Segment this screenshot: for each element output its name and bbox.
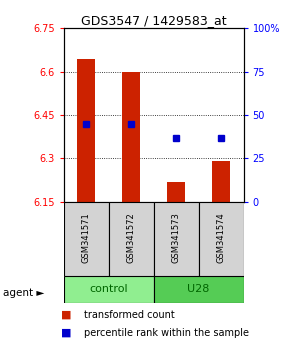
Text: ■: ■ [61,310,71,320]
Bar [122,72,140,202]
Text: control: control [89,284,128,295]
Bar [167,182,185,202]
Text: GSM341572: GSM341572 [127,212,136,263]
Bar [64,276,154,303]
Bar [109,202,154,276]
Bar [154,202,199,276]
Text: percentile rank within the sample: percentile rank within the sample [84,328,249,338]
Text: GSM341571: GSM341571 [82,212,91,263]
Text: GSM341573: GSM341573 [172,212,181,263]
Title: GDS3547 / 1429583_at: GDS3547 / 1429583_at [81,14,226,27]
Text: GSM341574: GSM341574 [217,212,226,263]
Bar [77,59,95,202]
Text: U28: U28 [187,284,210,295]
Bar [64,202,109,276]
Text: agent ►: agent ► [3,289,44,298]
Text: transformed count: transformed count [84,310,175,320]
Text: ■: ■ [61,328,71,338]
Bar [154,276,244,303]
Bar [212,161,230,202]
Bar [199,202,244,276]
